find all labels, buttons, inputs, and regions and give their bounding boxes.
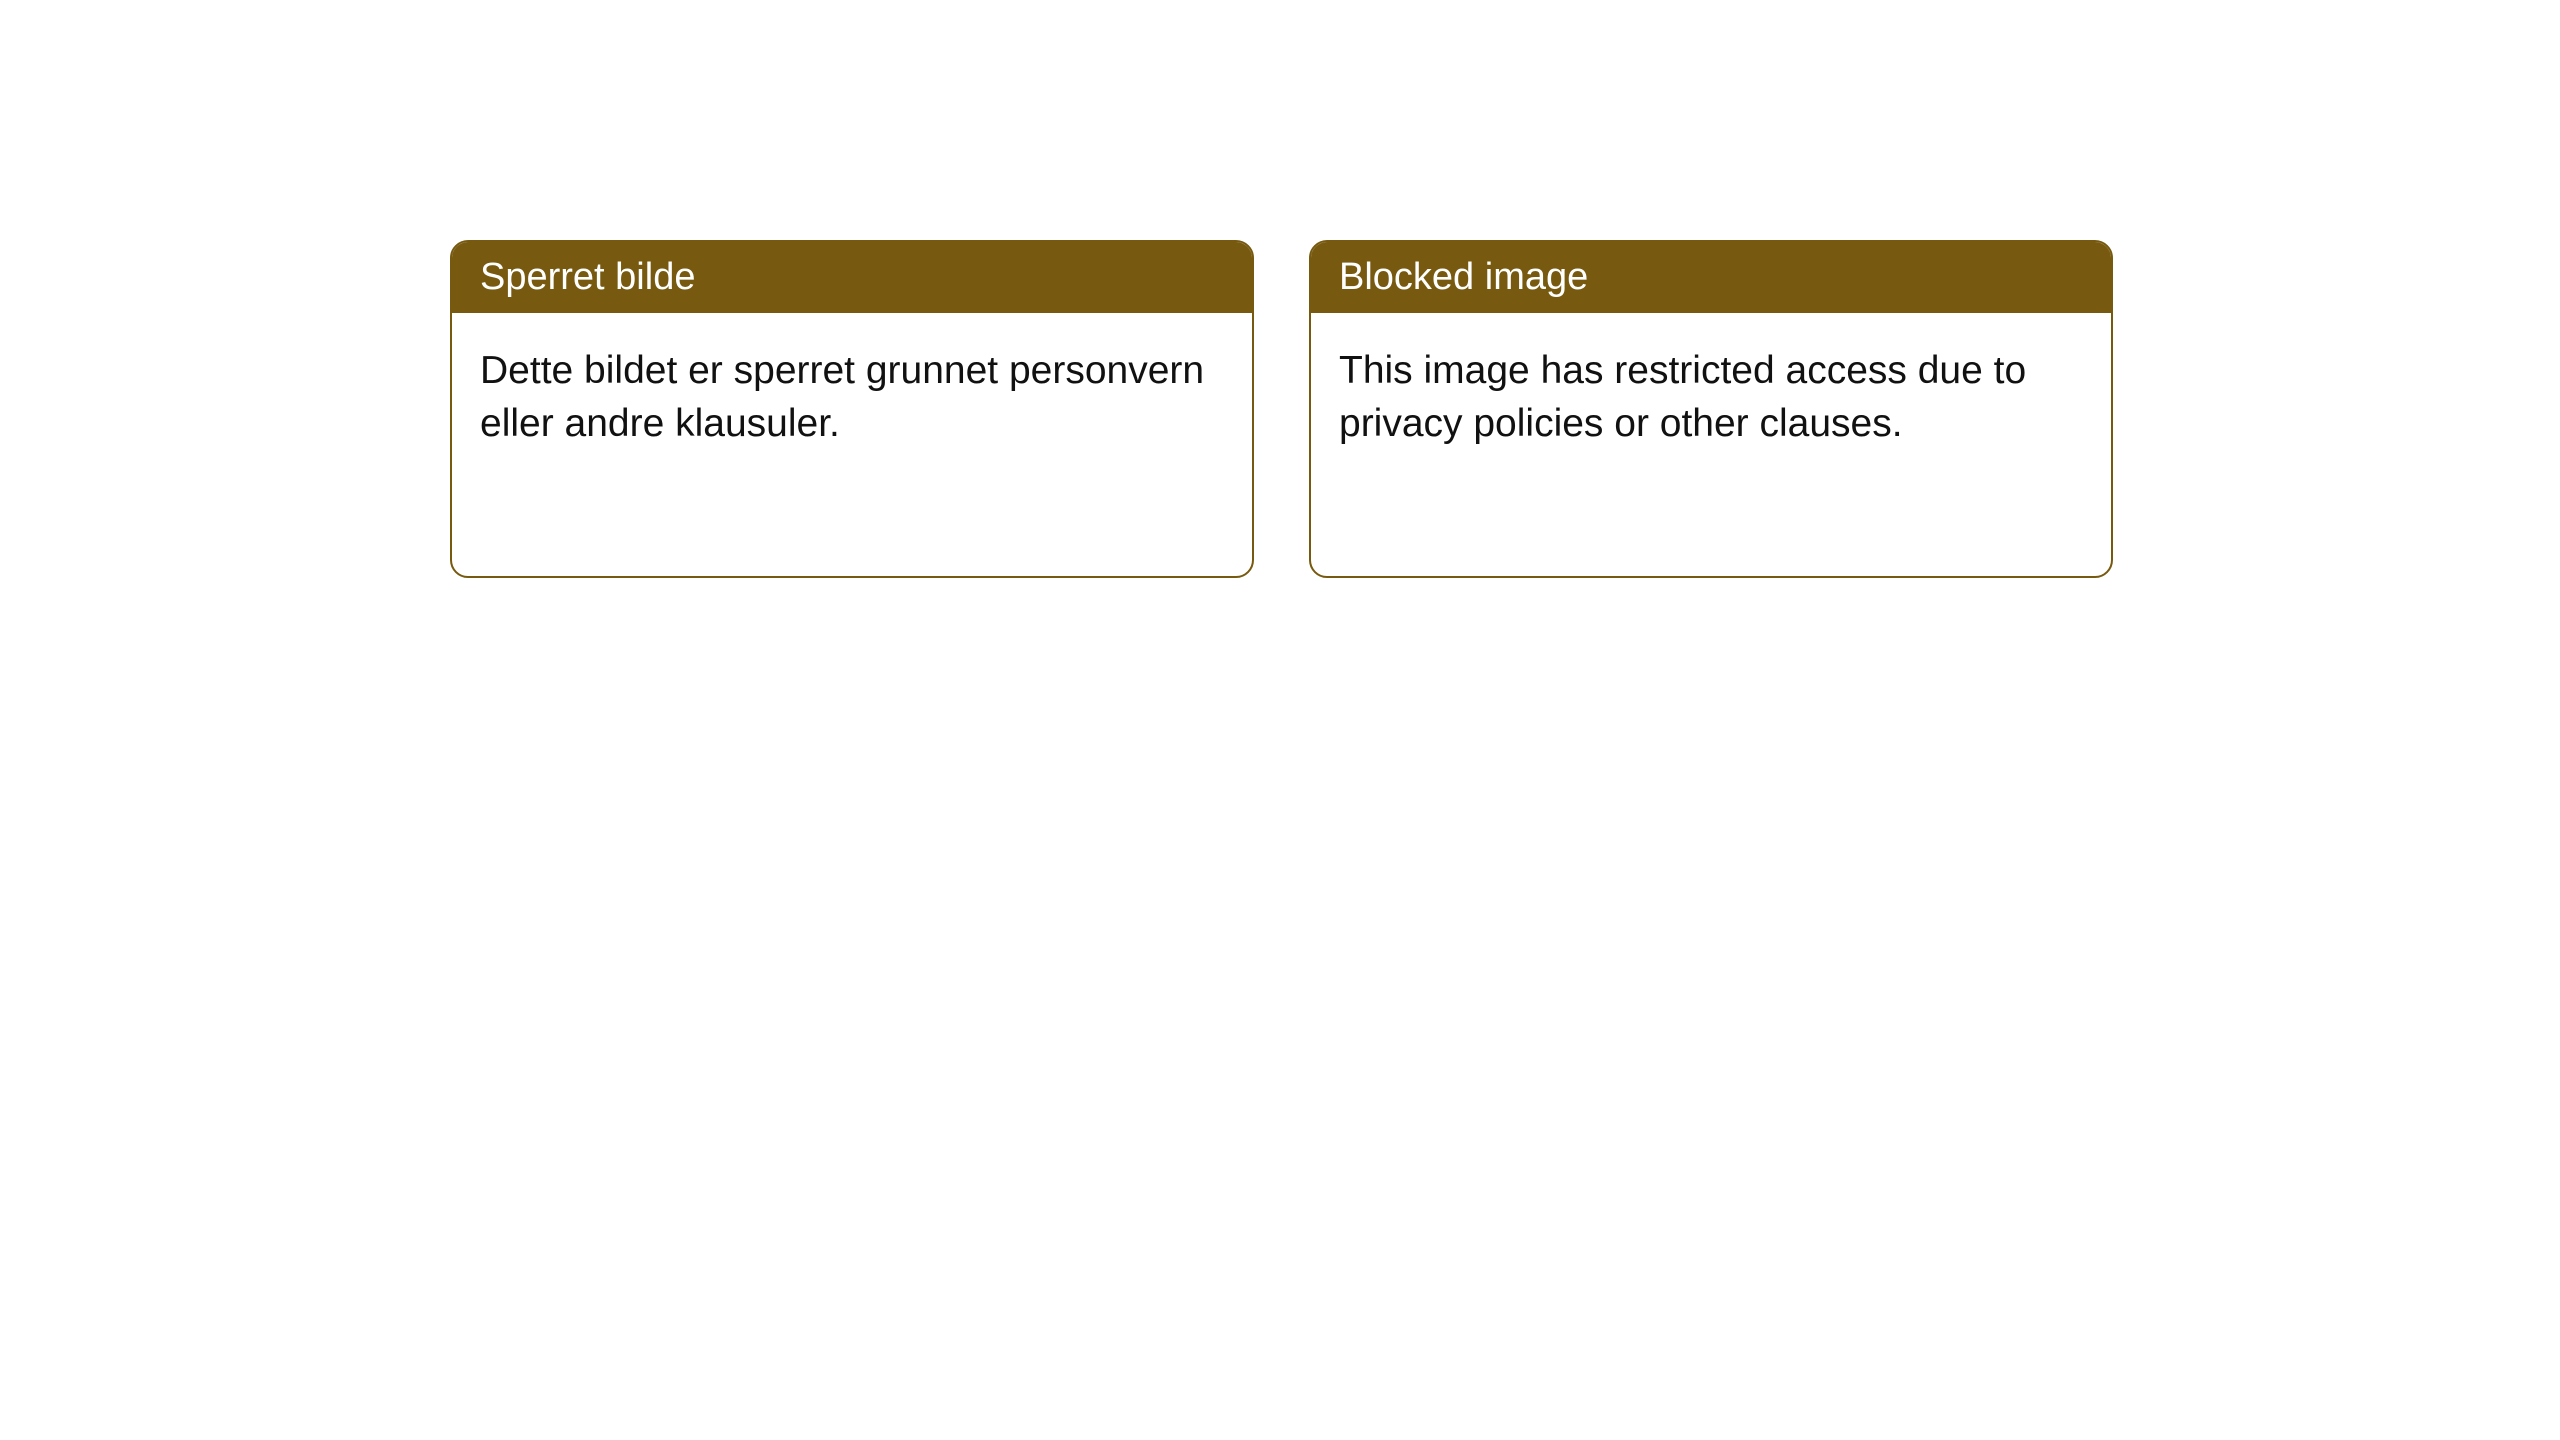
notice-card-english: Blocked image This image has restricted … — [1309, 240, 2113, 578]
notice-cards-container: Sperret bilde Dette bildet er sperret gr… — [450, 240, 2113, 578]
card-header-norwegian: Sperret bilde — [452, 242, 1252, 313]
card-header-english: Blocked image — [1311, 242, 2111, 313]
notice-card-norwegian: Sperret bilde Dette bildet er sperret gr… — [450, 240, 1254, 578]
card-body-english: This image has restricted access due to … — [1311, 313, 2111, 482]
card-body-norwegian: Dette bildet er sperret grunnet personve… — [452, 313, 1252, 482]
